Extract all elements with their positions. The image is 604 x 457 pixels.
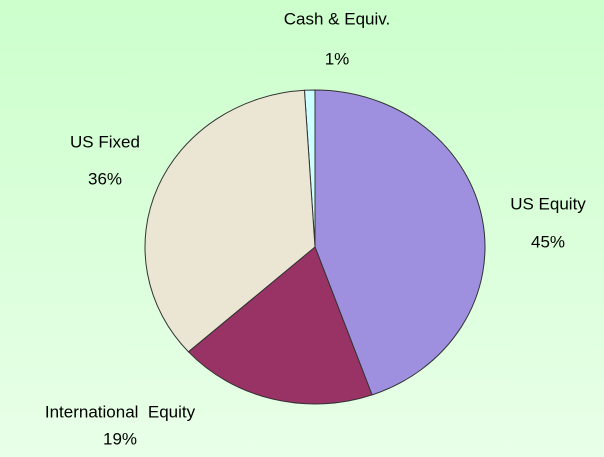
pie-slice (187, 246, 373, 405)
slice-label: Cash & Equiv. (284, 9, 390, 28)
slice-value-label: 19% (103, 429, 137, 448)
pie-slice (314, 89, 486, 396)
slice-value-label: 36% (88, 169, 122, 188)
slice-label: US Fixed (70, 132, 140, 151)
slice-value-label: 1% (325, 49, 350, 68)
slice-label: US Equity (510, 194, 586, 213)
slice-value-label: 45% (531, 232, 565, 251)
pie-slice (144, 89, 316, 353)
slice-label: International Equity (45, 402, 196, 421)
